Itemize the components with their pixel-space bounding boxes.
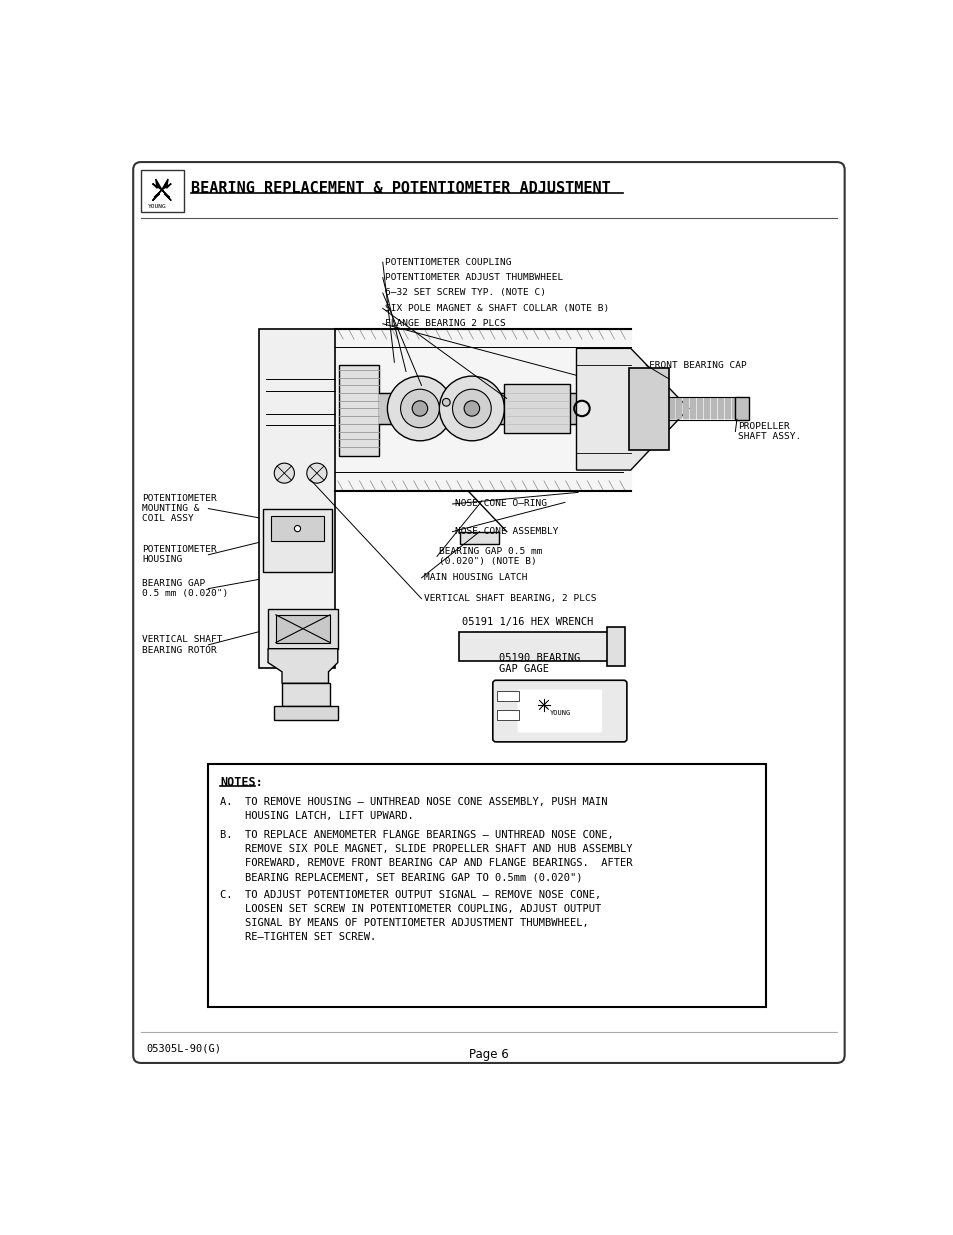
- Bar: [735, 396, 748, 420]
- Bar: [271, 516, 323, 541]
- Circle shape: [387, 377, 452, 441]
- Text: POTENTIOMETER ADJUST THUMBWHEEL: POTENTIOMETER ADJUST THUMBWHEEL: [385, 273, 562, 282]
- Bar: [275, 615, 330, 642]
- Bar: [282, 683, 330, 706]
- Text: FRONT BEARING CAP: FRONT BEARING CAP: [648, 361, 745, 369]
- Text: VERTICAL SHAFT
BEARING ROTOR: VERTICAL SHAFT BEARING ROTOR: [142, 635, 223, 655]
- Text: 05305L-90(G): 05305L-90(G): [146, 1044, 221, 1053]
- Text: BEARING GAP
0.5 mm (0.020"): BEARING GAP 0.5 mm (0.020"): [142, 579, 229, 598]
- Text: SIX POLE MAGNET & SHAFT COLLAR (NOTE B): SIX POLE MAGNET & SHAFT COLLAR (NOTE B): [385, 304, 609, 312]
- Circle shape: [400, 389, 439, 427]
- Bar: [497, 710, 518, 720]
- Bar: [504, 384, 570, 433]
- Text: A.  TO REMOVE HOUSING – UNTHREAD NOSE CONE ASSEMBLY, PUSH MAIN
    HOUSING LATCH: A. TO REMOVE HOUSING – UNTHREAD NOSE CON…: [220, 797, 607, 820]
- Circle shape: [307, 463, 327, 483]
- Bar: [607, 627, 624, 666]
- Bar: [141, 169, 183, 212]
- Text: BEARING GAP 0.5 mm
(0.020") (NOTE B): BEARING GAP 0.5 mm (0.020") (NOTE B): [439, 547, 542, 566]
- Circle shape: [464, 401, 479, 416]
- Text: POTENTIOMETER
MOUNTING &
COIL ASSY: POTENTIOMETER MOUNTING & COIL ASSY: [142, 494, 217, 524]
- FancyBboxPatch shape: [133, 162, 843, 1063]
- Bar: [263, 509, 332, 572]
- Polygon shape: [268, 648, 337, 683]
- Bar: [458, 632, 609, 661]
- Circle shape: [294, 526, 300, 531]
- Circle shape: [452, 389, 491, 427]
- Text: FLANGE BEARING 2 PLCS: FLANGE BEARING 2 PLCS: [385, 320, 505, 329]
- Circle shape: [274, 463, 294, 483]
- Circle shape: [442, 399, 450, 406]
- Polygon shape: [335, 330, 630, 490]
- Bar: [459, 531, 498, 543]
- FancyBboxPatch shape: [517, 689, 601, 732]
- Bar: [497, 692, 518, 701]
- Bar: [274, 706, 337, 720]
- Text: VERTICAL SHAFT BEARING, 2 PLCS: VERTICAL SHAFT BEARING, 2 PLCS: [423, 594, 596, 603]
- Text: 05190 BEARING
GAP GAGE: 05190 BEARING GAP GAGE: [498, 652, 579, 674]
- FancyBboxPatch shape: [493, 680, 626, 742]
- Circle shape: [439, 377, 504, 441]
- Text: BEARING REPLACEMENT & POTENTIOMETER ADJUSTMENT: BEARING REPLACEMENT & POTENTIOMETER ADJU…: [192, 180, 611, 195]
- Bar: [338, 366, 378, 456]
- Polygon shape: [152, 179, 171, 200]
- Text: C.  TO ADJUST POTENTIOMETER OUTPUT SIGNAL – REMOVE NOSE CONE,
    LOOSEN SET SCR: C. TO ADJUST POTENTIOMETER OUTPUT SIGNAL…: [220, 890, 600, 942]
- Text: MAIN HOUSING LATCH: MAIN HOUSING LATCH: [423, 573, 527, 583]
- Text: NOTES:: NOTES:: [220, 776, 262, 789]
- Text: YOUNG: YOUNG: [148, 204, 167, 209]
- Text: 6–32 SET SCREW TYP. (NOTE C): 6–32 SET SCREW TYP. (NOTE C): [385, 289, 545, 298]
- Text: Page 6: Page 6: [469, 1047, 508, 1061]
- Bar: [208, 764, 765, 1007]
- Text: NOSE CONE O–RING: NOSE CONE O–RING: [455, 499, 546, 509]
- Text: B.  TO REPLACE ANEMOMETER FLANGE BEARINGS – UNTHREAD NOSE CONE,
    REMOVE SIX P: B. TO REPLACE ANEMOMETER FLANGE BEARINGS…: [220, 830, 632, 883]
- Text: NOSE CONE ASSEMBLY: NOSE CONE ASSEMBLY: [455, 527, 558, 536]
- Bar: [268, 609, 337, 648]
- Text: PROPELLER
SHAFT ASSY.: PROPELLER SHAFT ASSY.: [737, 422, 801, 441]
- Circle shape: [412, 401, 427, 416]
- Bar: [629, 368, 669, 450]
- Polygon shape: [576, 348, 688, 471]
- Text: POTENTIOMETER
HOUSING: POTENTIOMETER HOUSING: [142, 545, 217, 564]
- Text: YOUNG: YOUNG: [550, 710, 571, 715]
- Text: 05191 1/16 HEX WRENCH: 05191 1/16 HEX WRENCH: [461, 618, 593, 627]
- Bar: [258, 330, 335, 668]
- Text: POTENTIOMETER COUPLING: POTENTIOMETER COUPLING: [385, 258, 511, 267]
